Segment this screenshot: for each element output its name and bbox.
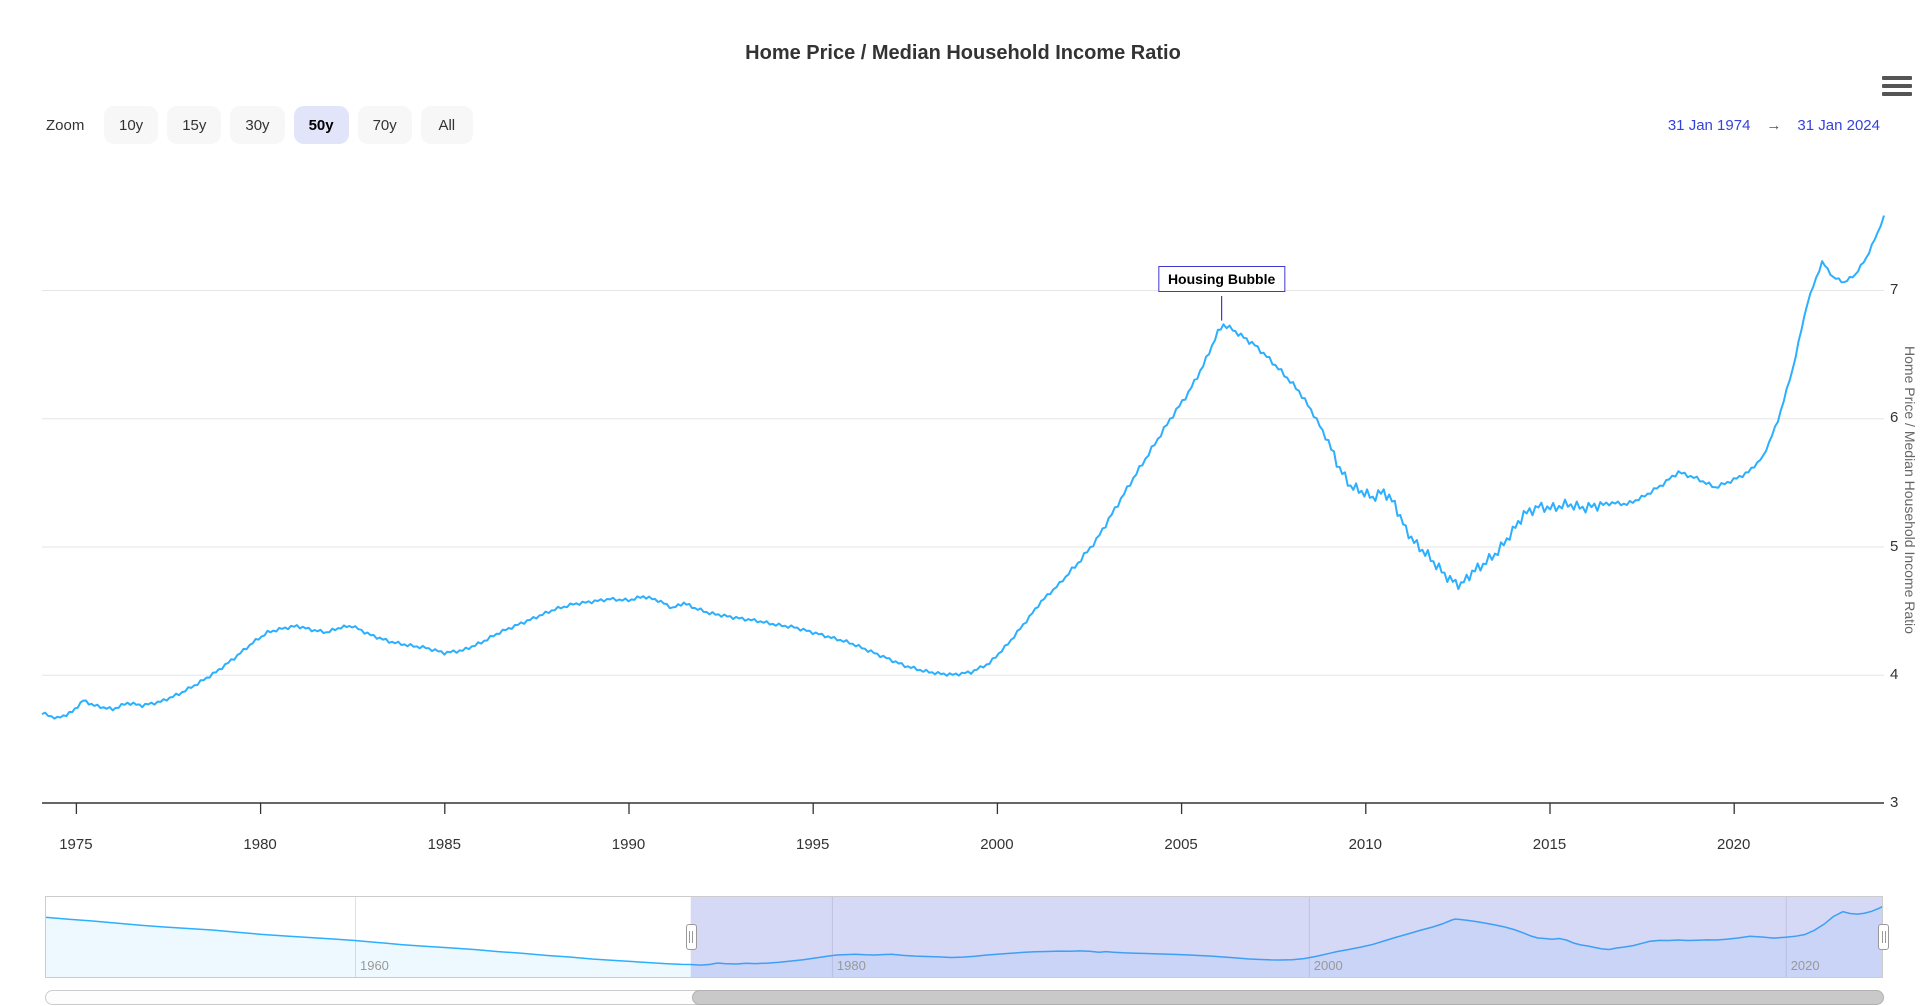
navigator-axis-label: 1960: [359, 958, 389, 973]
x-axis-label: 1995: [796, 836, 830, 853]
navigator-selected-mask[interactable]: [690, 896, 1884, 978]
handle-grip-line: [1884, 931, 1886, 943]
zoom-button-all[interactable]: All: [420, 106, 473, 144]
zoom-button-15y[interactable]: 15y: [167, 106, 222, 144]
zoom-button-70y[interactable]: 70y: [357, 106, 412, 144]
context-menu-icon[interactable]: [1882, 76, 1912, 100]
x-axis-label: 2015: [1532, 836, 1567, 853]
navigator-axis-label: 1980: [836, 958, 866, 973]
x-axis-label: 2010: [1348, 836, 1382, 853]
zoom-button-10y[interactable]: 10y: [104, 106, 159, 144]
y-axis-title: Home Price / Median Household Income Rat…: [1902, 346, 1918, 634]
x-axis-label: 1990: [611, 836, 646, 853]
navigator-handle-left[interactable]: [685, 924, 697, 950]
date-range: 31 Jan 1974 → 31 Jan 2024: [1668, 117, 1880, 134]
burger-bar: [1882, 76, 1912, 80]
scrollbar-track[interactable]: [45, 990, 1884, 1005]
x-axis-label: 1980: [243, 836, 277, 853]
x-axis-label: 1975: [59, 836, 93, 853]
handle-grip-line: [692, 931, 694, 943]
y-axis-label: 5: [1890, 537, 1899, 555]
burger-bar: [1882, 92, 1912, 96]
navigator-line: [44, 905, 1884, 966]
zoom-button-50y[interactable]: 50y: [293, 106, 349, 144]
x-axis-label: 2005: [1164, 836, 1198, 853]
y-axis-label: 6: [1890, 409, 1899, 427]
y-axis-label: 7: [1890, 281, 1899, 298]
range-to-input[interactable]: 31 Jan 2024: [1797, 117, 1880, 134]
zoom-label: Zoom: [46, 117, 85, 134]
series-line[interactable]: [41, 215, 1885, 720]
x-axis-label: 1985: [427, 836, 461, 853]
range-from-input[interactable]: 31 Jan 1974: [1667, 117, 1751, 134]
x-axis-label: 2020: [1717, 836, 1751, 853]
navigator-handle-right[interactable]: [1878, 924, 1889, 950]
y-axis-label: 4: [1890, 665, 1899, 683]
annotation-housing-bubble: Housing Bubble: [1157, 266, 1286, 292]
range-arrow-icon: →: [1766, 117, 1782, 134]
handle-grip-line: [1881, 931, 1883, 943]
zoom-button-30y[interactable]: 30y: [230, 106, 285, 144]
chart-title: Home Price / Median Household Income Rat…: [745, 42, 1181, 64]
zoom-button-group: 10y 15y 30y 50y 70y All: [104, 106, 473, 144]
burger-bar: [1882, 84, 1912, 88]
y-axis-label: 3: [1890, 794, 1899, 811]
handle-grip-line: [689, 931, 691, 943]
scrollbar-thumb[interactable]: [691, 990, 1884, 1005]
navigator-area: [45, 906, 1883, 978]
navigator-axis-label: 2020: [1790, 958, 1820, 973]
navigator-axis-label: 2000: [1313, 958, 1343, 973]
x-axis-label: 2000: [980, 836, 1014, 853]
